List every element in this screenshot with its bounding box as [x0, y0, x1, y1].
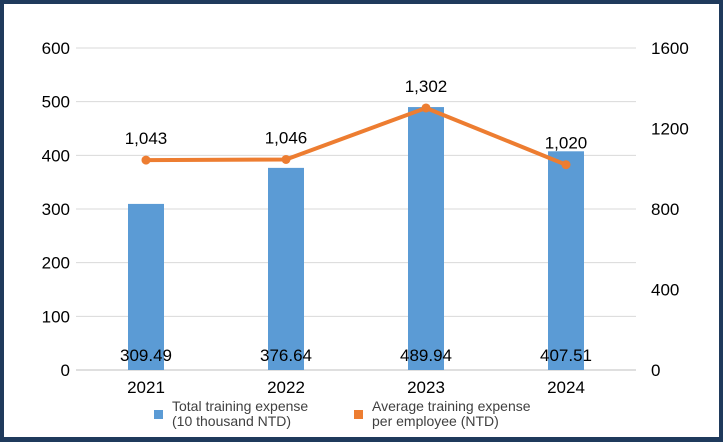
x-axis: 2021 2022 2023 2024 [127, 378, 585, 397]
y-left-tick-label: 200 [42, 254, 70, 273]
legend-label: Total training expense [172, 398, 308, 414]
y-right-tick-label: 1600 [651, 39, 689, 58]
bar-data-label: 489.94 [400, 346, 452, 365]
line-point-2024 [561, 160, 571, 170]
data-labels: 309.49 376.64 489.94 407.51 1,043 1,046 1,302 1… [120, 77, 592, 365]
bar-2021 [128, 203, 164, 370]
legend-swatch [154, 410, 163, 419]
x-tick-label: 2022 [267, 378, 305, 397]
y-left-tick-label: 100 [42, 307, 70, 326]
line-point-2021 [141, 155, 151, 165]
line-path [145, 105, 567, 167]
line-data-label: 1,020 [545, 134, 588, 153]
chart-frame: 0 100 200 300 400 500 600 0 400 800 1200 1600 2021… [4, 4, 719, 437]
y-left-tick-label: 300 [42, 200, 70, 219]
line-data-label: 1,302 [405, 77, 448, 96]
y-left-tick-label: 0 [61, 361, 70, 380]
legend-swatch [354, 410, 363, 419]
gridlines [76, 47, 636, 371]
bar-series [128, 107, 584, 370]
y-left-tick-label: 600 [42, 39, 70, 58]
y-right-tick-label: 1200 [651, 120, 689, 139]
x-tick-label: 2024 [547, 378, 585, 397]
x-tick-label: 2023 [407, 378, 445, 397]
bar-data-label: 309.49 [120, 346, 172, 365]
line-point-2022 [281, 154, 291, 164]
y-right-tick-label: 800 [651, 200, 679, 219]
bar-2023 [408, 107, 444, 370]
legend-label: Average training expense [372, 398, 531, 414]
line-data-label: 1,046 [265, 128, 308, 147]
y-axis-left: 0 100 200 300 400 500 600 [42, 39, 70, 380]
line-series [141, 103, 571, 170]
bar-2024 [548, 151, 584, 370]
legend-label: (10 thousand NTD) [172, 413, 291, 429]
bar-2022 [268, 167, 304, 370]
line-point-2023 [421, 103, 431, 113]
bar-data-label: 407.51 [540, 346, 592, 365]
legend: Total training expense(10 thousand NTD) A… [154, 398, 531, 429]
y-axis-right: 0 400 800 1200 1600 [651, 39, 689, 380]
line-data-label: 1,043 [125, 129, 168, 148]
y-left-tick-label: 500 [42, 93, 70, 112]
combo-chart: 0 100 200 300 400 500 600 0 400 800 1200 1600 2021… [42, 39, 689, 429]
y-right-tick-label: 400 [651, 281, 679, 300]
bar-data-label: 376.64 [260, 346, 312, 365]
legend-label: per employee (NTD) [372, 413, 499, 429]
y-left-tick-label: 400 [42, 146, 70, 165]
y-right-tick-label: 0 [651, 361, 660, 380]
x-tick-label: 2021 [127, 378, 165, 397]
